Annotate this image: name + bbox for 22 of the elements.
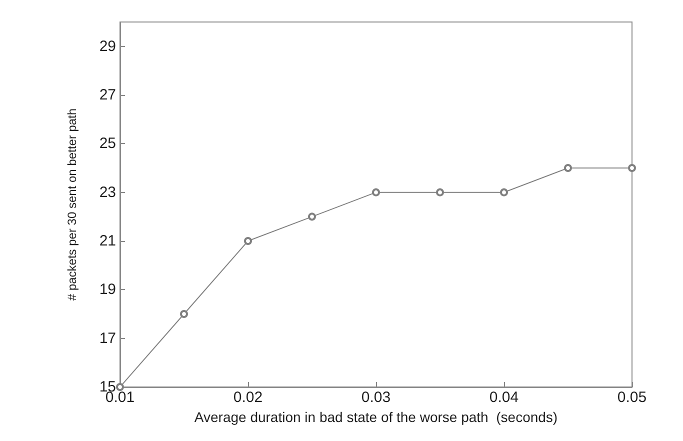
point bbox=[564, 164, 572, 172]
y-tick-label: 19 bbox=[99, 281, 116, 298]
y-tick-label: 17 bbox=[99, 330, 116, 347]
point bbox=[500, 188, 508, 196]
x-tick-label: 0.04 bbox=[489, 389, 519, 406]
x-tick-label: 0.05 bbox=[617, 389, 647, 406]
point bbox=[372, 188, 380, 196]
point bbox=[308, 212, 316, 221]
y-tick-label: 27 bbox=[99, 86, 116, 104]
point bbox=[116, 383, 124, 391]
x-tick-label: 0.03 bbox=[361, 389, 391, 406]
point bbox=[436, 188, 444, 196]
point bbox=[628, 164, 636, 172]
point bbox=[180, 310, 188, 318]
y-tick-label: 21 bbox=[99, 232, 116, 250]
x-tick-label: 0.02 bbox=[233, 389, 263, 406]
y-tick-label: 29 bbox=[99, 38, 116, 55]
y-tick-label: 23 bbox=[99, 184, 116, 201]
y-tick-label: 25 bbox=[99, 135, 116, 152]
x-axis-title: Average duration in bad state of the worse path (seconds) bbox=[194, 408, 558, 425]
point bbox=[244, 237, 252, 245]
y-axis-title: # packets per 30 sent on better path bbox=[65, 108, 79, 301]
